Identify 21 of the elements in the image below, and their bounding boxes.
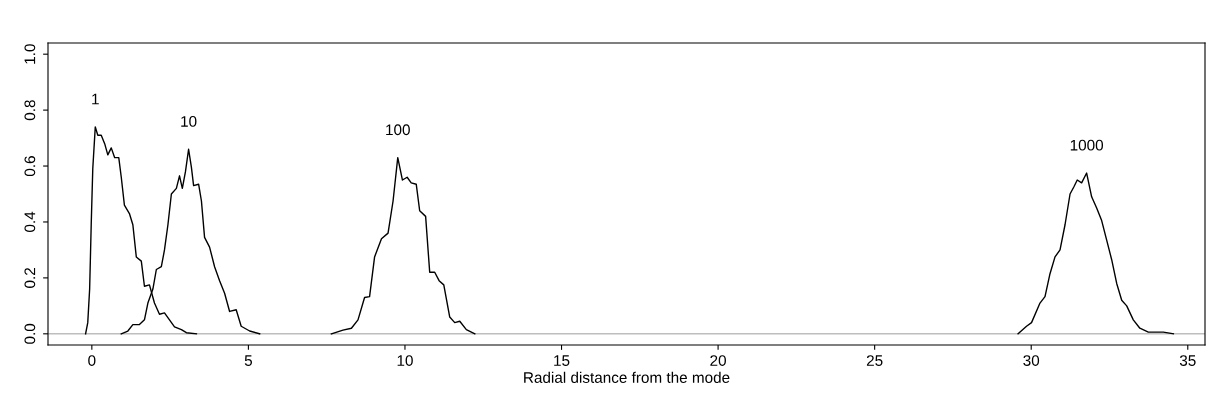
x-tick-label: 35: [1179, 355, 1196, 366]
y-tick-label: 0.8: [24, 100, 36, 121]
y-tick-label: 0.4: [24, 211, 36, 232]
y-tick-label: 0.0: [24, 323, 36, 344]
x-tick-label: 10: [397, 355, 413, 366]
x-axis-title: Radial distance from the mode: [524, 371, 730, 383]
series-label: 10: [181, 115, 197, 127]
x-tick-label: 15: [554, 355, 570, 366]
series-label: 100: [386, 124, 410, 136]
y-tick-label: 0.2: [24, 268, 36, 288]
series-label: 1: [92, 93, 99, 105]
x-tick-label: 30: [1023, 355, 1040, 366]
line-series: [330, 156, 476, 335]
x-tick-label: 5: [244, 355, 253, 366]
series-label: 1000: [1070, 139, 1104, 151]
y-tick-label: 1.0: [24, 44, 36, 64]
x-tick-label: 25: [866, 355, 883, 366]
y-tick-label: 0.6: [24, 156, 36, 177]
x-tick-label: 20: [710, 355, 726, 366]
x-tick-label: 0: [88, 355, 96, 366]
line-series: [1017, 172, 1175, 335]
